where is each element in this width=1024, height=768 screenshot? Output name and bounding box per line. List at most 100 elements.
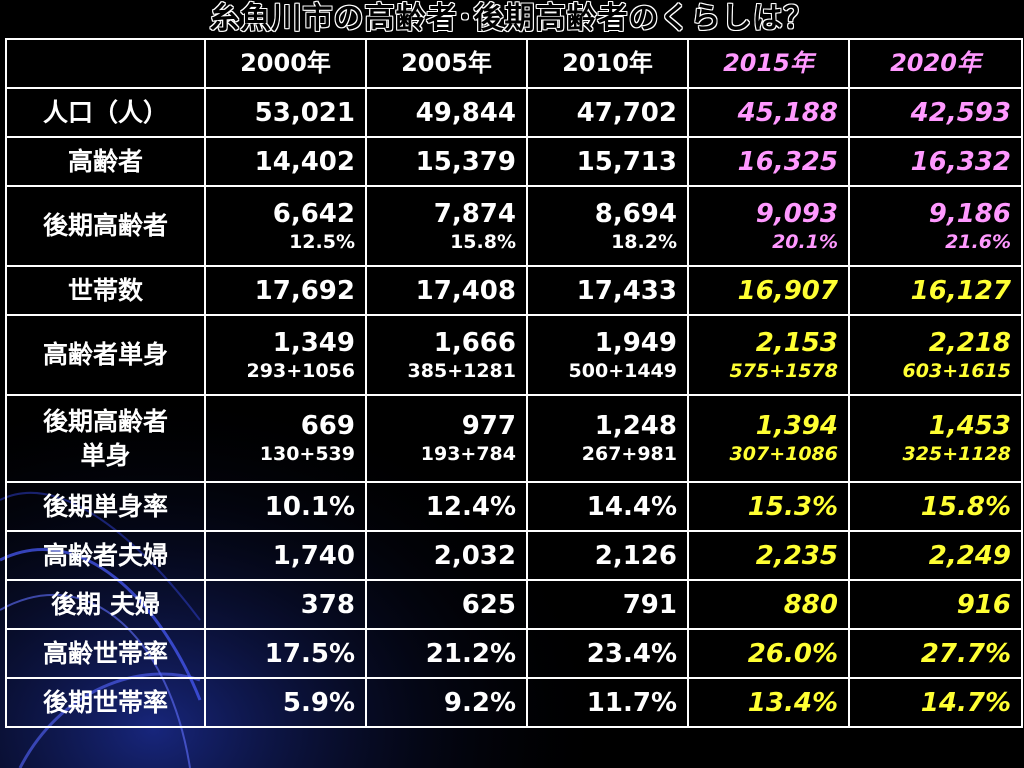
column-header-2005: 2005年 xyxy=(365,38,528,89)
cell-subvalue: 20.1% xyxy=(772,230,838,253)
row-label-line: 単身 xyxy=(80,440,131,470)
row-label: 後期 夫婦 xyxy=(5,579,206,630)
cell-value: 2,249 xyxy=(928,540,1011,571)
value-cell: 2,126 xyxy=(526,530,689,581)
row-label: 後期単身率 xyxy=(5,481,206,532)
cell-value: 13.4% xyxy=(747,687,838,718)
row-label: 高齢世帯率 xyxy=(5,628,206,679)
cell-value: 2,218 xyxy=(928,327,1011,358)
header-corner-cell xyxy=(5,38,206,89)
cell-value: 15.3% xyxy=(747,491,838,522)
cell-value: 1,248 xyxy=(594,411,677,441)
cell-subvalue: 18.2% xyxy=(611,230,677,253)
cell-value: 977 xyxy=(461,411,516,441)
cell-value: 1,453 xyxy=(928,411,1011,441)
slide-title: 糸魚川市の高齢者･後期高齢者のくらしは？ xyxy=(209,1,815,36)
value-cell: 1,248 267+981 xyxy=(526,394,689,483)
value-cell: 1,349 293+1056 xyxy=(204,314,367,396)
cell-subvalue: 193+784 xyxy=(420,443,516,465)
row-label: 人口（人） xyxy=(5,87,206,138)
value-cell: 15,379 xyxy=(365,136,528,187)
value-cell: 1,394 307+1086 xyxy=(687,394,850,483)
value-cell: 11.7% xyxy=(526,677,689,728)
value-cell: 17.5% xyxy=(204,628,367,679)
column-header-2020: 2020年 xyxy=(848,38,1023,89)
data-table: 2000年 2005年 2010年 2015年 2020年 人口（人） 53,02… xyxy=(5,38,1023,728)
value-cell: 2,032 xyxy=(365,530,528,581)
cell-subvalue: 325+1128 xyxy=(902,443,1011,465)
cell-subvalue: 385+1281 xyxy=(407,359,516,382)
cell-value: 9.2% xyxy=(443,687,516,718)
cell-subvalue: 15.8% xyxy=(450,230,516,253)
value-cell: 669 130+539 xyxy=(204,394,367,483)
cell-value: 47,702 xyxy=(576,97,677,128)
cell-value: 10.1% xyxy=(264,491,355,522)
table-row: 後期高齢者 6,642 12.5% 7,874 15.8% 8,694 18.2% 9,093… xyxy=(5,185,1023,267)
cell-subvalue: 500+1449 xyxy=(568,359,677,382)
cell-value: 11.7% xyxy=(586,687,677,718)
value-cell: 47,702 xyxy=(526,87,689,138)
cell-value: 1,349 xyxy=(272,327,355,358)
table-row: 後期世帯率 5.9% 9.2% 11.7% 13.4% 14.7% xyxy=(5,677,1023,728)
cell-value: 378 xyxy=(300,589,355,620)
cell-value: 791 xyxy=(622,589,677,620)
cell-value: 14,402 xyxy=(254,146,355,177)
cell-value: 16,907 xyxy=(737,275,838,306)
value-cell: 791 xyxy=(526,579,689,630)
cell-value: 6,642 xyxy=(272,198,355,229)
value-cell: 2,153 575+1578 xyxy=(687,314,850,396)
row-label: 後期高齢者 単身 xyxy=(5,394,206,483)
cell-value: 23.4% xyxy=(586,638,677,669)
cell-subvalue: 21.6% xyxy=(945,230,1011,253)
value-cell: 17,692 xyxy=(204,265,367,316)
cell-value: 7,874 xyxy=(433,198,516,229)
table-row: 高齢世帯率 17.5% 21.2% 23.4% 26.0% 27.7% xyxy=(5,628,1023,679)
column-header-2000: 2000年 xyxy=(204,38,367,89)
cell-value: 1,949 xyxy=(594,327,677,358)
cell-subvalue: 307+1086 xyxy=(729,443,838,465)
value-cell: 2,249 xyxy=(848,530,1023,581)
value-cell: 17,433 xyxy=(526,265,689,316)
value-cell: 16,332 xyxy=(848,136,1023,187)
value-cell: 53,021 xyxy=(204,87,367,138)
value-cell: 15.8% xyxy=(848,481,1023,532)
table-row: 人口（人） 53,021 49,844 47,702 45,188 42,593 xyxy=(5,87,1023,138)
cell-value: 669 xyxy=(300,411,355,441)
cell-value: 2,235 xyxy=(755,540,838,571)
table-row: 世帯数 17,692 17,408 17,433 16,907 16,127 xyxy=(5,265,1023,316)
value-cell: 7,874 15.8% xyxy=(365,185,528,267)
value-cell: 16,325 xyxy=(687,136,850,187)
header-row: 2000年 2005年 2010年 2015年 2020年 xyxy=(5,38,1023,89)
value-cell: 14.7% xyxy=(848,677,1023,728)
cell-value: 2,153 xyxy=(755,327,838,358)
cell-subvalue: 12.5% xyxy=(289,230,355,253)
value-cell: 45,188 xyxy=(687,87,850,138)
value-cell: 916 xyxy=(848,579,1023,630)
value-cell: 9.2% xyxy=(365,677,528,728)
value-cell: 6,642 12.5% xyxy=(204,185,367,267)
cell-value: 880 xyxy=(783,589,838,620)
value-cell: 9,093 20.1% xyxy=(687,185,850,267)
cell-value: 2,126 xyxy=(594,540,677,571)
value-cell: 16,127 xyxy=(848,265,1023,316)
value-cell: 378 xyxy=(204,579,367,630)
value-cell: 2,235 xyxy=(687,530,850,581)
row-label-line: 後期高齢者 xyxy=(42,406,168,436)
row-label: 後期高齢者 xyxy=(5,185,206,267)
row-label: 高齢者単身 xyxy=(5,314,206,396)
value-cell: 23.4% xyxy=(526,628,689,679)
value-cell: 8,694 18.2% xyxy=(526,185,689,267)
cell-value: 1,666 xyxy=(433,327,516,358)
cell-value: 27.7% xyxy=(920,638,1011,669)
value-cell: 42,593 xyxy=(848,87,1023,138)
value-cell: 977 193+784 xyxy=(365,394,528,483)
row-label: 世帯数 xyxy=(5,265,206,316)
cell-value: 5.9% xyxy=(282,687,355,718)
value-cell: 21.2% xyxy=(365,628,528,679)
value-cell: 1,949 500+1449 xyxy=(526,314,689,396)
table-row: 後期高齢者 単身 669 130+539 977 193+784 1,248 267+981 1… xyxy=(5,394,1023,483)
row-label: 高齢者夫婦 xyxy=(5,530,206,581)
cell-value: 16,332 xyxy=(910,146,1011,177)
value-cell: 13.4% xyxy=(687,677,850,728)
row-label: 後期世帯率 xyxy=(5,677,206,728)
